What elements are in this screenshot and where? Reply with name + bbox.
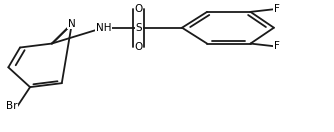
Text: O: O <box>135 4 143 14</box>
Text: O: O <box>135 42 143 52</box>
Text: N: N <box>68 19 76 29</box>
Text: NH: NH <box>96 23 111 33</box>
Text: F: F <box>274 4 280 14</box>
Text: F: F <box>274 41 280 51</box>
Text: S: S <box>135 23 142 33</box>
Text: Br: Br <box>6 101 17 111</box>
